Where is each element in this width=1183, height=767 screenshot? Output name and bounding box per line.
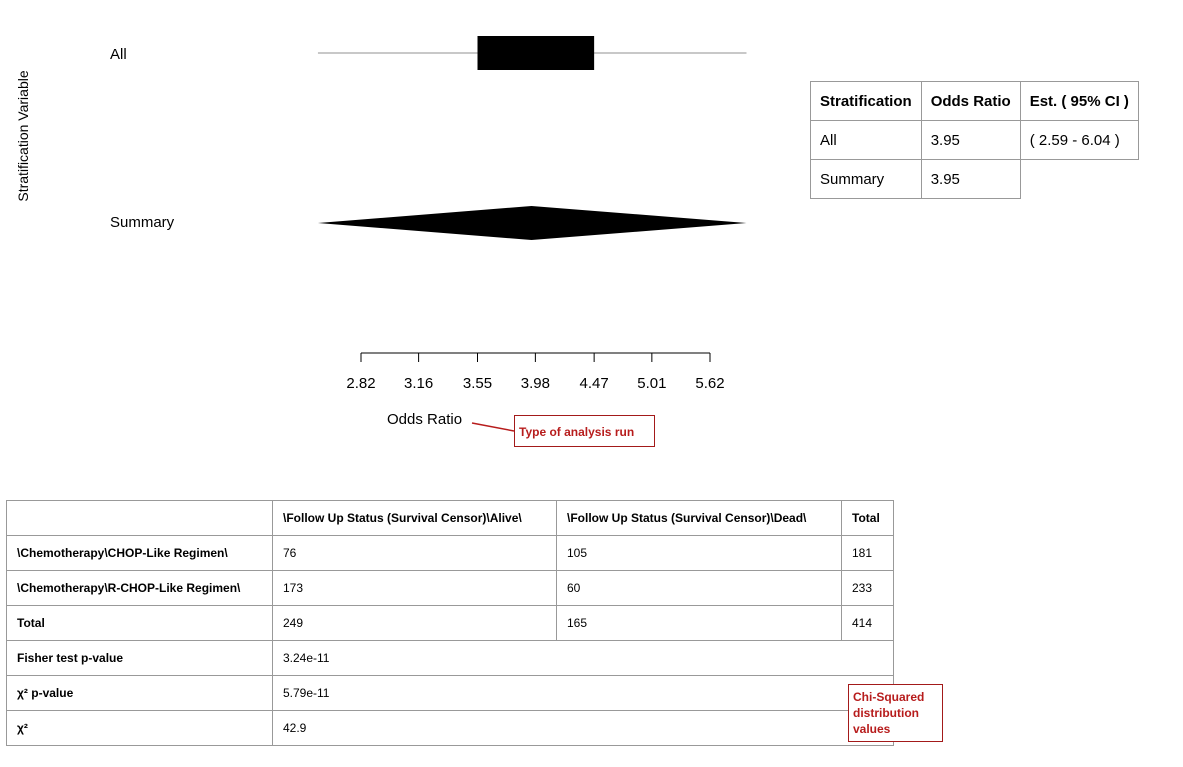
row-label: \Chemotherapy\CHOP-Like Regimen\ <box>6 535 273 571</box>
stat-label-chisq-p: χ² p-value <box>6 675 273 711</box>
header-alive: \Follow Up Status (Survival Censor)\Aliv… <box>272 500 557 536</box>
row-label: Total <box>6 605 273 641</box>
y-axis-title: Stratification Variable <box>15 70 31 202</box>
row-label: \Chemotherapy\R-CHOP-Like Regimen\ <box>6 570 273 606</box>
cell-stratification: Summary <box>810 159 922 199</box>
cell-dead: 105 <box>556 535 842 571</box>
table-row: Total 249 165 414 <box>6 605 894 641</box>
x-tick-label: 5.01 <box>637 375 666 392</box>
forest-plot: 2.82 3.16 3.55 3.98 4.47 5.01 5.62 <box>317 36 747 432</box>
or-table-header: Stratification Odds Ratio Est. ( 95% CI … <box>810 81 1139 121</box>
x-tick-label: 4.47 <box>580 375 609 392</box>
stat-label-fisher: Fisher test p-value <box>6 640 273 676</box>
header-stratification: Stratification <box>810 81 922 121</box>
x-tick-label: 5.62 <box>695 375 724 392</box>
cell-total: 414 <box>841 605 894 641</box>
cell-alive: 249 <box>272 605 557 641</box>
x-axis-title: Odds Ratio <box>387 411 463 428</box>
x-tick-label: 3.55 <box>463 375 492 392</box>
stat-row: Fisher test p-value 3.24e-11 <box>6 640 894 676</box>
cell-odds-ratio: 3.95 <box>920 120 1021 160</box>
header-ci: Est. ( 95% CI ) <box>1019 81 1139 121</box>
cell-odds-ratio: 3.95 <box>920 159 1021 199</box>
summary-diamond <box>317 206 747 240</box>
contingency-header: \Follow Up Status (Survival Censor)\Aliv… <box>6 500 894 536</box>
stat-row: χ² 42.9 <box>6 710 894 746</box>
cell-total: 233 <box>841 570 894 606</box>
cell-alive: 173 <box>272 570 557 606</box>
x-tick-label: 2.82 <box>346 375 375 392</box>
chi-squared-callout: Chi-Squared distribution values <box>848 684 943 742</box>
stat-row: χ² p-value 5.79e-11 <box>6 675 894 711</box>
stat-value-chisq-p: 5.79e-11 <box>272 675 894 711</box>
contingency-table: \Follow Up Status (Survival Censor)\Aliv… <box>6 500 894 746</box>
header-dead: \Follow Up Status (Survival Censor)\Dead… <box>556 500 842 536</box>
callout-connector <box>471 422 515 432</box>
x-tick-label: 3.98 <box>521 375 550 392</box>
table-row: \Chemotherapy\R-CHOP-Like Regimen\ 173 6… <box>6 570 894 606</box>
row-label-all: All <box>110 46 127 63</box>
header-total: Total <box>841 500 894 536</box>
table-row: All 3.95 ( 2.59 - 6.04 ) <box>810 120 1139 160</box>
estimate-box <box>477 36 595 70</box>
cell-alive: 76 <box>272 535 557 571</box>
cell-dead: 60 <box>556 570 842 606</box>
table-row: \Chemotherapy\CHOP-Like Regimen\ 76 105 … <box>6 535 894 571</box>
odds-ratio-table: Stratification Odds Ratio Est. ( 95% CI … <box>810 81 1139 199</box>
cell-ci: ( 2.59 - 6.04 ) <box>1019 120 1139 160</box>
cell-stratification: All <box>810 120 922 160</box>
cell-dead: 165 <box>556 605 842 641</box>
stat-value-chisq: 42.9 <box>272 710 894 746</box>
header-corner <box>6 500 273 536</box>
cell-total: 181 <box>841 535 894 571</box>
stat-value-fisher: 3.24e-11 <box>272 640 894 676</box>
row-label-summary: Summary <box>110 214 175 231</box>
table-row: Summary 3.95 <box>810 159 1139 199</box>
header-odds-ratio: Odds Ratio <box>920 81 1021 121</box>
cell-ci <box>1020 160 1138 199</box>
analysis-type-callout: Type of analysis run <box>514 415 655 447</box>
x-tick-label: 3.16 <box>404 375 433 392</box>
stat-label-chisq: χ² <box>6 710 273 746</box>
